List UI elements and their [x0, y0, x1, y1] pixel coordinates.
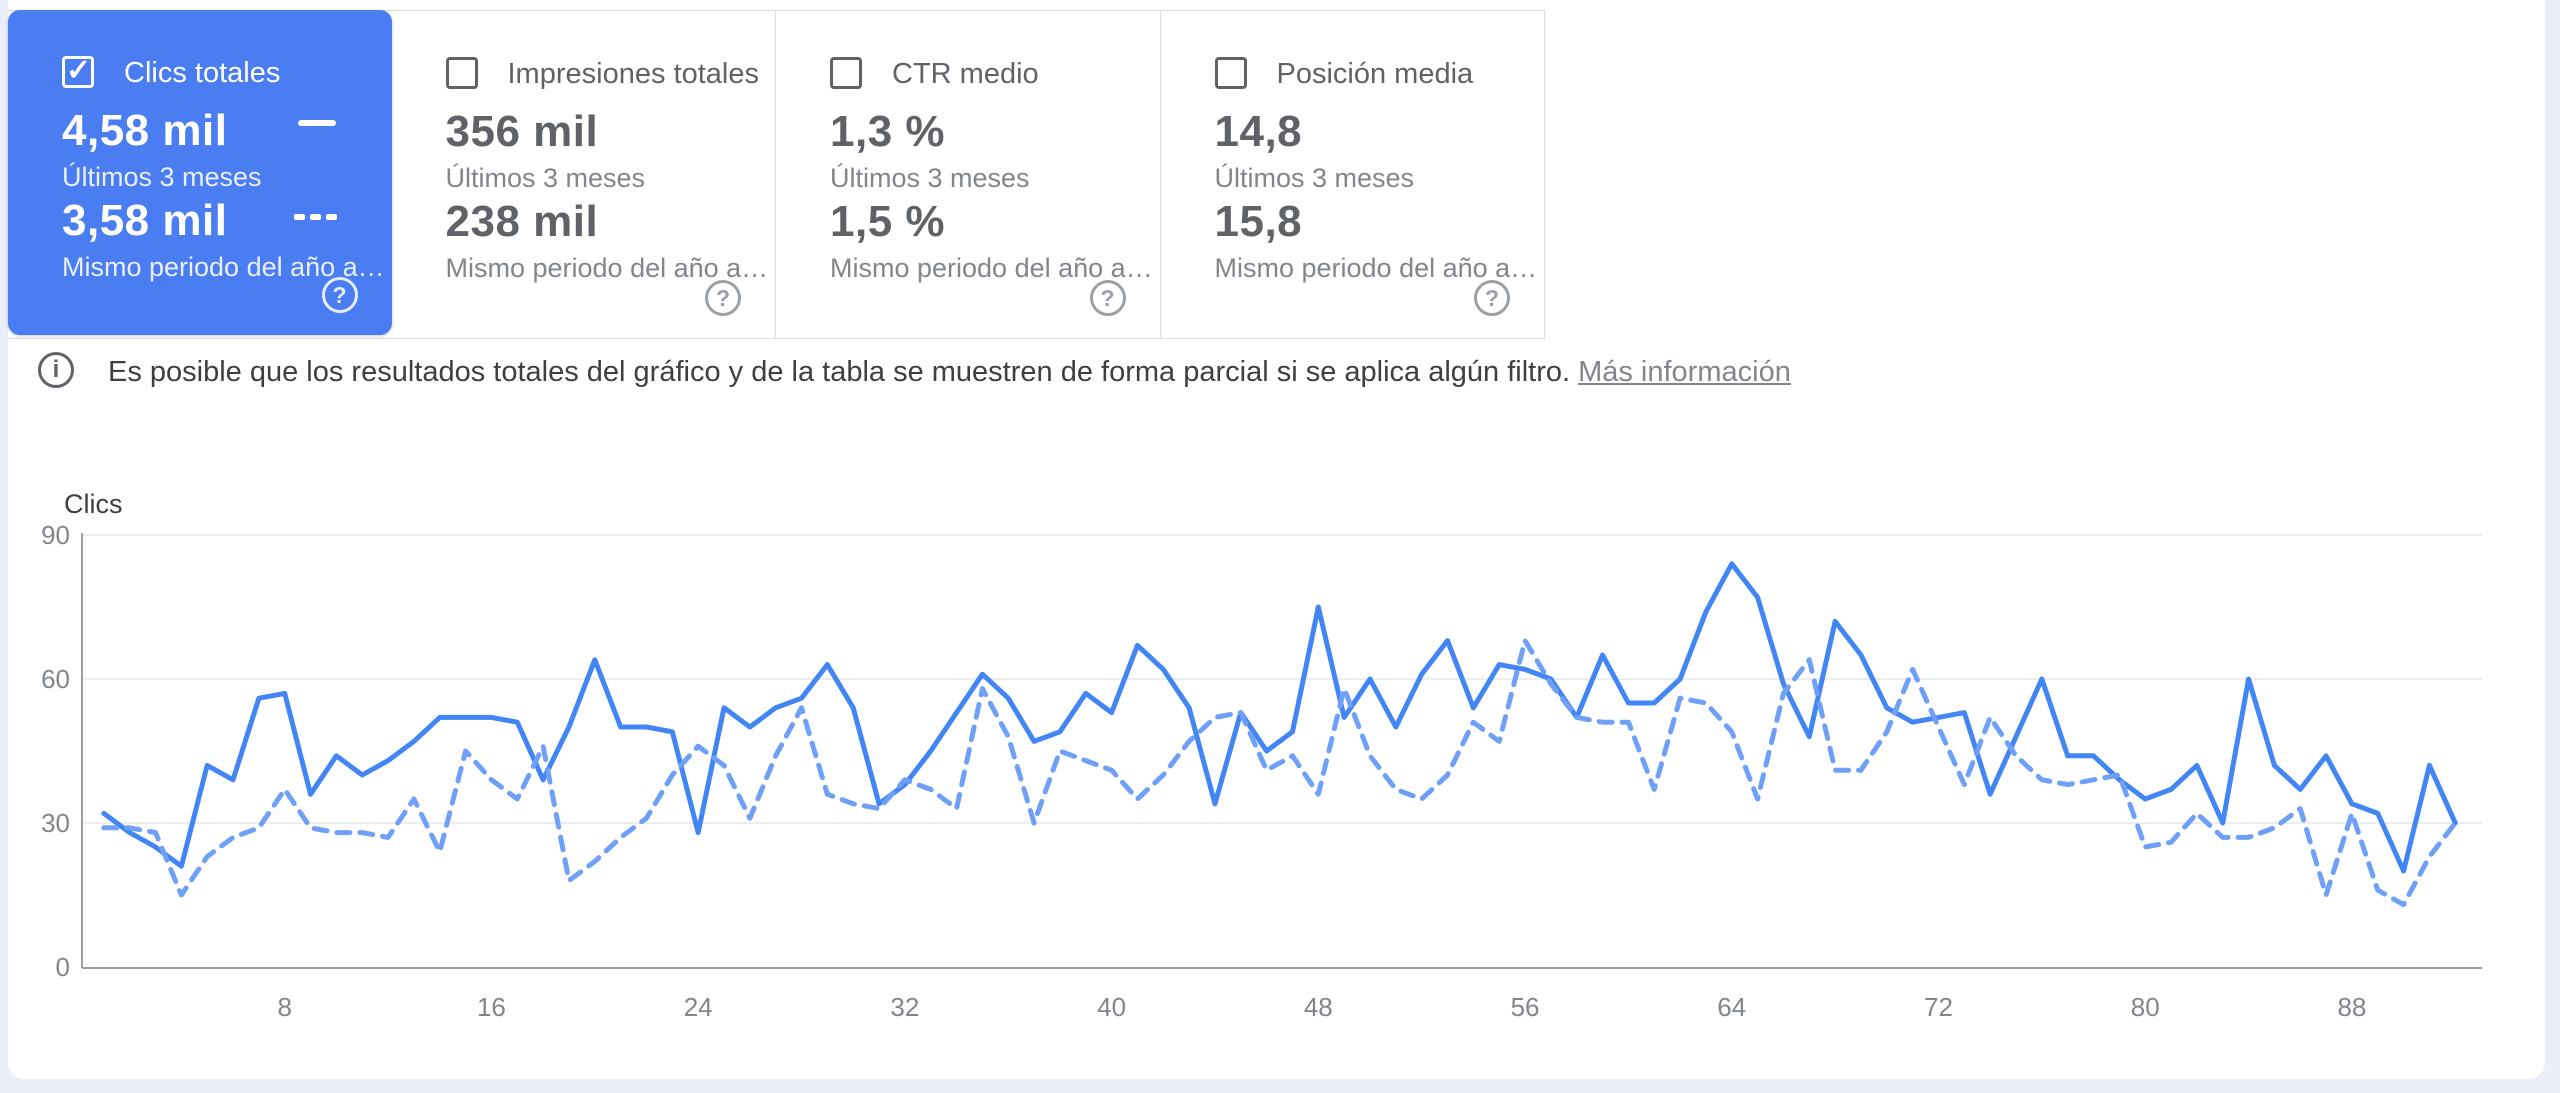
metric-card-position[interactable]: Posición media 14,8 Últimos 3 meses 15,8…: [1160, 11, 1545, 338]
x-tick-label: 64: [1717, 992, 1746, 1022]
metric-card-impressions[interactable]: Impresiones totales 356 mil Últimos 3 me…: [391, 11, 776, 338]
metric-value-current: 356 mil: [445, 107, 599, 156]
metric-cards-row: ✓ Clics totales 4,58 mil Últimos 3 meses…: [8, 10, 1545, 339]
metric-value-previous: 238 mil: [445, 197, 599, 246]
metric-period-current: Últimos 3 meses: [830, 163, 1030, 193]
help-icon[interactable]: ?: [705, 280, 741, 316]
position-checkbox[interactable]: [1214, 57, 1247, 89]
y-tick-label: 30: [41, 808, 70, 838]
metric-period-current: Últimos 3 meses: [1214, 163, 1415, 193]
checkmark-icon: ✓: [66, 54, 92, 87]
partial-results-banner: i Es posible que los resultados totales …: [8, 348, 2545, 396]
clicks-checkbox[interactable]: ✓: [62, 54, 94, 88]
metric-period-current: Últimos 3 meses: [62, 162, 262, 192]
y-tick-label: 90: [41, 520, 70, 550]
metric-label: Posición media: [1276, 58, 1474, 90]
x-tick-label: 48: [1304, 992, 1333, 1022]
solid-line-legend-icon: [297, 120, 336, 126]
x-tick-label: 72: [1924, 992, 1953, 1022]
current-period-line: [101, 561, 2458, 874]
banner-text: Es posible que los resultados totales de…: [108, 356, 1791, 388]
metric-value-previous: 3,58 mil: [62, 196, 228, 245]
y-tick-label: 0: [56, 952, 70, 982]
metric-card-ctr[interactable]: CTR medio 1,3 % Últimos 3 meses 1,5 % Mi…: [776, 11, 1161, 338]
dashed-line-legend-icon: [293, 214, 342, 220]
metric-value-current: 14,8: [1214, 107, 1303, 156]
info-icon: i: [38, 352, 74, 388]
metric-period-current: Últimos 3 meses: [445, 163, 646, 193]
help-icon[interactable]: ?: [1474, 280, 1510, 316]
metric-value-current: 1,3 %: [830, 107, 946, 156]
metric-period-previous: Mismo periodo del año a…: [62, 252, 385, 282]
previous-period-line: [101, 638, 2458, 908]
chart-y-axis-title: Clics: [64, 489, 123, 519]
ctr-checkbox[interactable]: [830, 57, 862, 89]
help-icon[interactable]: ?: [321, 277, 358, 313]
report-card: ✓ Clics totales 4,58 mil Últimos 3 meses…: [8, 0, 2545, 1079]
impressions-checkbox[interactable]: [445, 57, 478, 89]
metric-value-previous: 1,5 %: [830, 197, 946, 246]
metric-label: Clics totales: [124, 57, 281, 89]
metric-value-current: 4,58 mil: [62, 106, 228, 155]
y-tick-label: 60: [41, 664, 70, 694]
help-icon[interactable]: ?: [1089, 280, 1126, 316]
metric-value-previous: 15,8: [1214, 197, 1303, 246]
metric-period-previous: Mismo periodo del año a…: [1214, 253, 1538, 283]
x-tick-label: 32: [890, 992, 919, 1022]
metric-label: CTR medio: [892, 58, 1039, 90]
x-tick-label: 56: [1511, 992, 1540, 1022]
x-tick-label: 80: [2131, 992, 2160, 1022]
x-tick-label: 16: [477, 992, 506, 1022]
x-tick-label: 8: [277, 992, 291, 1022]
x-tick-label: 88: [2337, 992, 2366, 1022]
metric-label: Impresiones totales: [507, 58, 759, 90]
x-tick-label: 40: [1097, 992, 1126, 1022]
more-info-link[interactable]: Más información: [1578, 356, 1791, 388]
metric-period-previous: Mismo periodo del año a…: [830, 253, 1153, 283]
x-tick-label: 24: [684, 992, 713, 1022]
metric-period-previous: Mismo periodo del año a…: [445, 253, 769, 283]
metric-card-clicks[interactable]: ✓ Clics totales 4,58 mil Últimos 3 meses…: [8, 10, 392, 335]
